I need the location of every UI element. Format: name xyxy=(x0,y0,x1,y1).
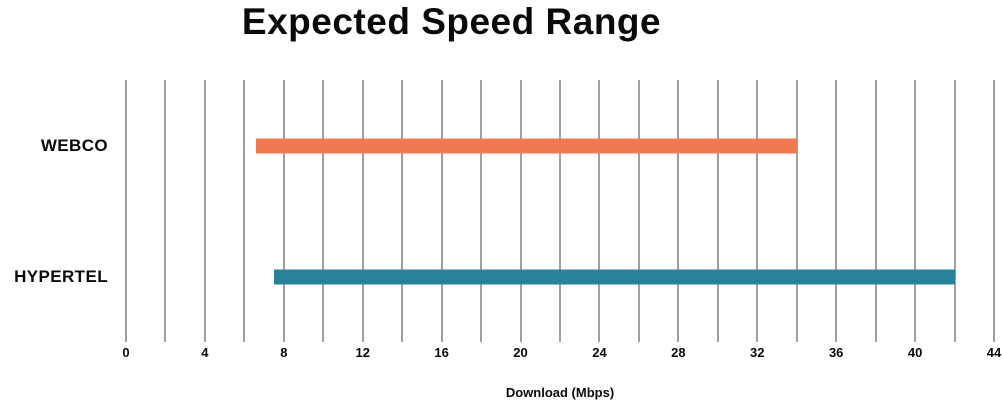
x-axis-title: Download (Mbps) xyxy=(505,385,615,400)
gridline-20 xyxy=(519,80,522,342)
x-tick-label-0: 0 xyxy=(122,345,130,360)
gridline-28 xyxy=(677,80,680,342)
gridline-10 xyxy=(322,80,325,342)
x-tick-label-24: 24 xyxy=(592,345,607,360)
plot-area xyxy=(125,80,995,342)
x-tick-label-36: 36 xyxy=(828,345,844,360)
x-tick-label-8: 8 xyxy=(280,345,288,360)
gridline-32 xyxy=(756,80,759,342)
gridline-30 xyxy=(716,80,719,342)
gridline-0 xyxy=(125,80,127,342)
x-tick-label-4: 4 xyxy=(201,345,209,360)
x-tick-label-40: 40 xyxy=(907,345,923,360)
gridline-4 xyxy=(203,80,206,342)
range-bar-webco xyxy=(256,138,797,153)
gridline-40 xyxy=(914,80,917,342)
category-label-webco: WEBCO xyxy=(40,135,108,155)
gridline-14 xyxy=(401,80,404,342)
gridline-18 xyxy=(480,80,483,342)
gridline-2 xyxy=(164,80,167,342)
gridline-34 xyxy=(795,80,798,342)
x-tick-label-32: 32 xyxy=(750,345,765,360)
x-axis-tick-labels: 0 4 8 12 16 20 24 28 32 36 40 44 xyxy=(122,345,1001,363)
gridline-26 xyxy=(637,80,640,342)
category-label-hypertel: HYPERTEL xyxy=(14,266,108,286)
x-tick-label-12: 12 xyxy=(355,345,370,360)
x-tick-label-28: 28 xyxy=(671,345,686,360)
gridline-12 xyxy=(361,80,364,342)
chart-title: Expected Speed Range xyxy=(241,1,662,42)
gridline-16 xyxy=(440,80,443,342)
gridline-38 xyxy=(874,80,877,342)
x-tick-label-20: 20 xyxy=(513,345,528,360)
x-tick-label-16: 16 xyxy=(434,345,449,360)
gridline-42 xyxy=(953,80,956,342)
range-bar-hypertel xyxy=(273,269,955,284)
gridline-44 xyxy=(993,80,995,342)
y-axis-category-labels: WEBCO HYPERTEL xyxy=(0,80,108,342)
gridline-24 xyxy=(598,80,601,342)
gridline-36 xyxy=(835,80,838,342)
x-tick-label-44: 44 xyxy=(986,345,1002,360)
gridline-6 xyxy=(243,80,246,342)
gridline-8 xyxy=(282,80,285,342)
gridline-22 xyxy=(559,80,561,342)
